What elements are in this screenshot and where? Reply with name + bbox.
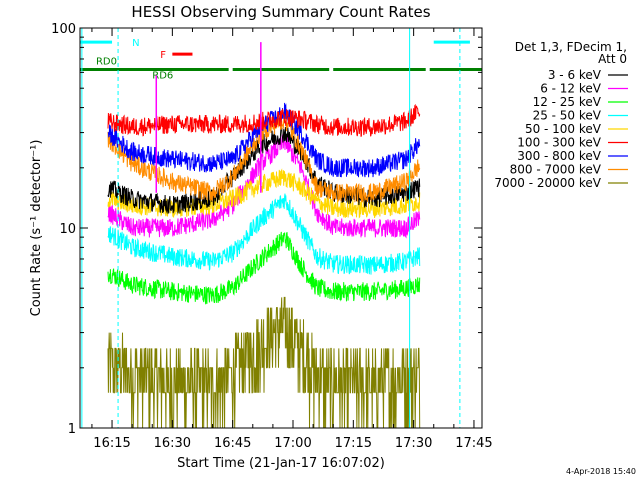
x-axis-label: Start Time (21-Jan-17 16:07:02) [177, 456, 385, 471]
legend-header-line-1: Det 1,3, FDecim 1, [515, 40, 627, 54]
y-tick-label: 1 [68, 422, 76, 437]
x-tick-label: 16:30 [154, 436, 191, 451]
legend-label: 300 - 800 keV [517, 149, 601, 163]
legend-label: 50 - 100 keV [525, 122, 602, 136]
legend-label: 6 - 12 keV [540, 82, 602, 96]
x-tick-label: 17:30 [395, 436, 432, 451]
axis-ticks: 1 10 100 16:15 16:30 16:45 17:00 17:15 17:30 17:4… [51, 22, 493, 451]
series-line-100to300keV [107, 103, 421, 137]
legend-label: 7000 - 20000 keV [494, 176, 601, 190]
legend-label: 25 - 50 keV [533, 109, 602, 123]
y-axis-label: Count Rate (s⁻¹ detector⁻¹) [29, 140, 44, 317]
x-tick-label: 16:15 [93, 436, 130, 451]
state-label-rd0: RD0 [96, 57, 117, 68]
legend-header-line-2: Att 0 [598, 52, 627, 66]
state-bars: N F RD0 RD6 [80, 38, 482, 82]
legend-label: 800 - 7000 keV [510, 163, 602, 177]
state-label-rd6: RD6 [152, 71, 173, 82]
legend-label: 12 - 25 keV [533, 95, 602, 109]
y-tick-label: 10 [59, 222, 76, 237]
x-tick-label: 17:00 [274, 436, 311, 451]
series-line-12to25keV [107, 231, 421, 305]
timestamp: 4-Apr-2018 15:40 [566, 467, 636, 476]
x-tick-label: 17:15 [335, 436, 372, 451]
legend-label: 100 - 300 keV [517, 136, 601, 150]
x-tick-label: 17:45 [455, 436, 492, 451]
y-tick-label: 100 [51, 22, 76, 37]
series-line-7000to20000keV [107, 296, 421, 429]
chart-title: HESSI Observing Summary Count Rates [131, 3, 430, 21]
series-line-25to50keV [107, 193, 421, 275]
x-tick-label: 16:45 [214, 436, 251, 451]
series-line-6to12keV [107, 134, 421, 239]
state-label-n: N [132, 38, 139, 49]
state-label-f: F [160, 50, 166, 61]
series-lines [107, 42, 421, 429]
legend-label: 3 - 6 keV [548, 68, 602, 82]
